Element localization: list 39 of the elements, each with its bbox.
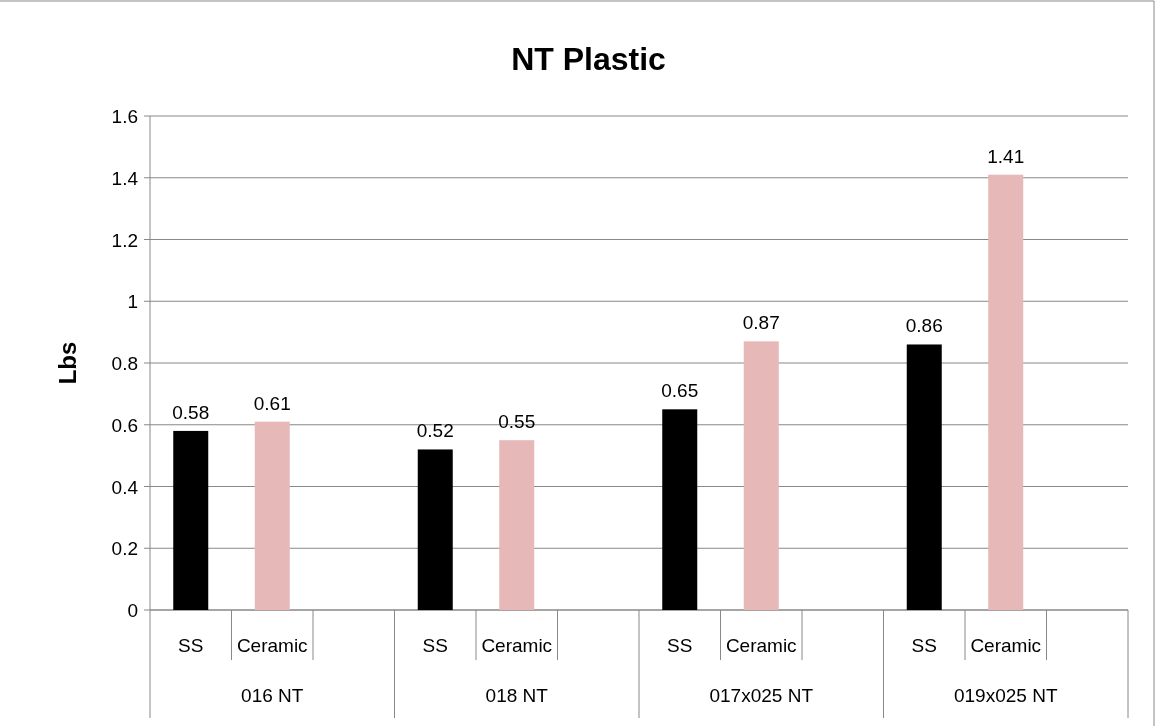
data-label: 0.87 (742, 312, 780, 334)
x-tick-label: SS (422, 635, 448, 656)
data-label: 0.58 (172, 401, 210, 423)
y-tick-label: 1.4 (111, 167, 139, 189)
y-tick-label: 0.4 (111, 476, 139, 498)
bar (988, 174, 1024, 610)
bar (906, 344, 942, 610)
data-label: 0.55 (498, 411, 536, 433)
bar (743, 341, 779, 610)
y-axis-title: Lbs (54, 341, 81, 385)
y-tick-label: 1.2 (111, 229, 138, 251)
bar (499, 440, 535, 610)
text: 017x025 NT (709, 685, 814, 706)
y-tick-label: 1.6 (111, 106, 138, 127)
x-tick-label: Ceramic (970, 635, 1042, 656)
y-tick-label: 1 (127, 291, 138, 313)
x-tick-label: SS (911, 635, 937, 656)
y-tick-label: 0.6 (111, 414, 138, 436)
x-tick-label: Ceramic (725, 635, 797, 656)
text: 016 NT (241, 685, 304, 706)
y-tick-label: 0 (127, 600, 138, 621)
data-label: 0.86 (905, 315, 943, 337)
data-label: 0.52 (416, 420, 454, 442)
x-tick-label: SS (667, 635, 693, 656)
text: 019x025 NT (953, 685, 1058, 706)
data-label: 1.41 (987, 145, 1025, 167)
bar (662, 409, 698, 610)
x-tick-label: Ceramic (236, 635, 308, 656)
bar (417, 449, 453, 610)
bar (254, 421, 290, 610)
data-label: 0.61 (253, 392, 291, 414)
x-tick-label: SS (178, 635, 204, 656)
bar (173, 430, 209, 610)
text: 018 NT (485, 685, 549, 706)
data-label: 0.65 (661, 380, 699, 402)
y-tick-label: 0.8 (111, 353, 138, 374)
x-tick-label: Ceramic (481, 635, 553, 656)
chart-title: NT Plastic (511, 41, 666, 77)
y-tick-label: 0.2 (111, 538, 138, 560)
